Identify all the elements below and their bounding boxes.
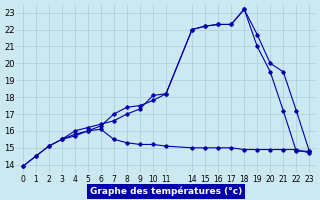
X-axis label: Graphe des températures (°c): Graphe des températures (°c) xyxy=(90,186,242,196)
